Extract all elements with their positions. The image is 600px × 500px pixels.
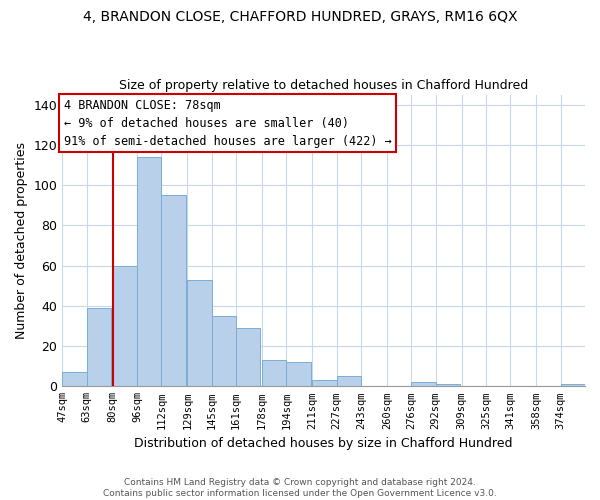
Bar [187, 280, 212, 386]
Bar [411, 382, 436, 386]
Bar [436, 384, 460, 386]
Bar [62, 372, 86, 386]
Bar [337, 376, 361, 386]
Text: Contains HM Land Registry data © Crown copyright and database right 2024.
Contai: Contains HM Land Registry data © Crown c… [103, 478, 497, 498]
Title: Size of property relative to detached houses in Chafford Hundred: Size of property relative to detached ho… [119, 79, 528, 92]
Bar [286, 362, 311, 386]
Bar [212, 316, 236, 386]
Bar [161, 195, 186, 386]
Bar [236, 328, 260, 386]
Bar [262, 360, 286, 386]
Bar [312, 380, 337, 386]
Bar [560, 384, 585, 386]
Text: 4, BRANDON CLOSE, CHAFFORD HUNDRED, GRAYS, RM16 6QX: 4, BRANDON CLOSE, CHAFFORD HUNDRED, GRAY… [83, 10, 517, 24]
Bar [137, 157, 161, 386]
Text: 4 BRANDON CLOSE: 78sqm
← 9% of detached houses are smaller (40)
91% of semi-deta: 4 BRANDON CLOSE: 78sqm ← 9% of detached … [64, 98, 392, 148]
X-axis label: Distribution of detached houses by size in Chafford Hundred: Distribution of detached houses by size … [134, 437, 513, 450]
Bar [113, 266, 137, 386]
Bar [86, 308, 111, 386]
Y-axis label: Number of detached properties: Number of detached properties [15, 142, 28, 339]
